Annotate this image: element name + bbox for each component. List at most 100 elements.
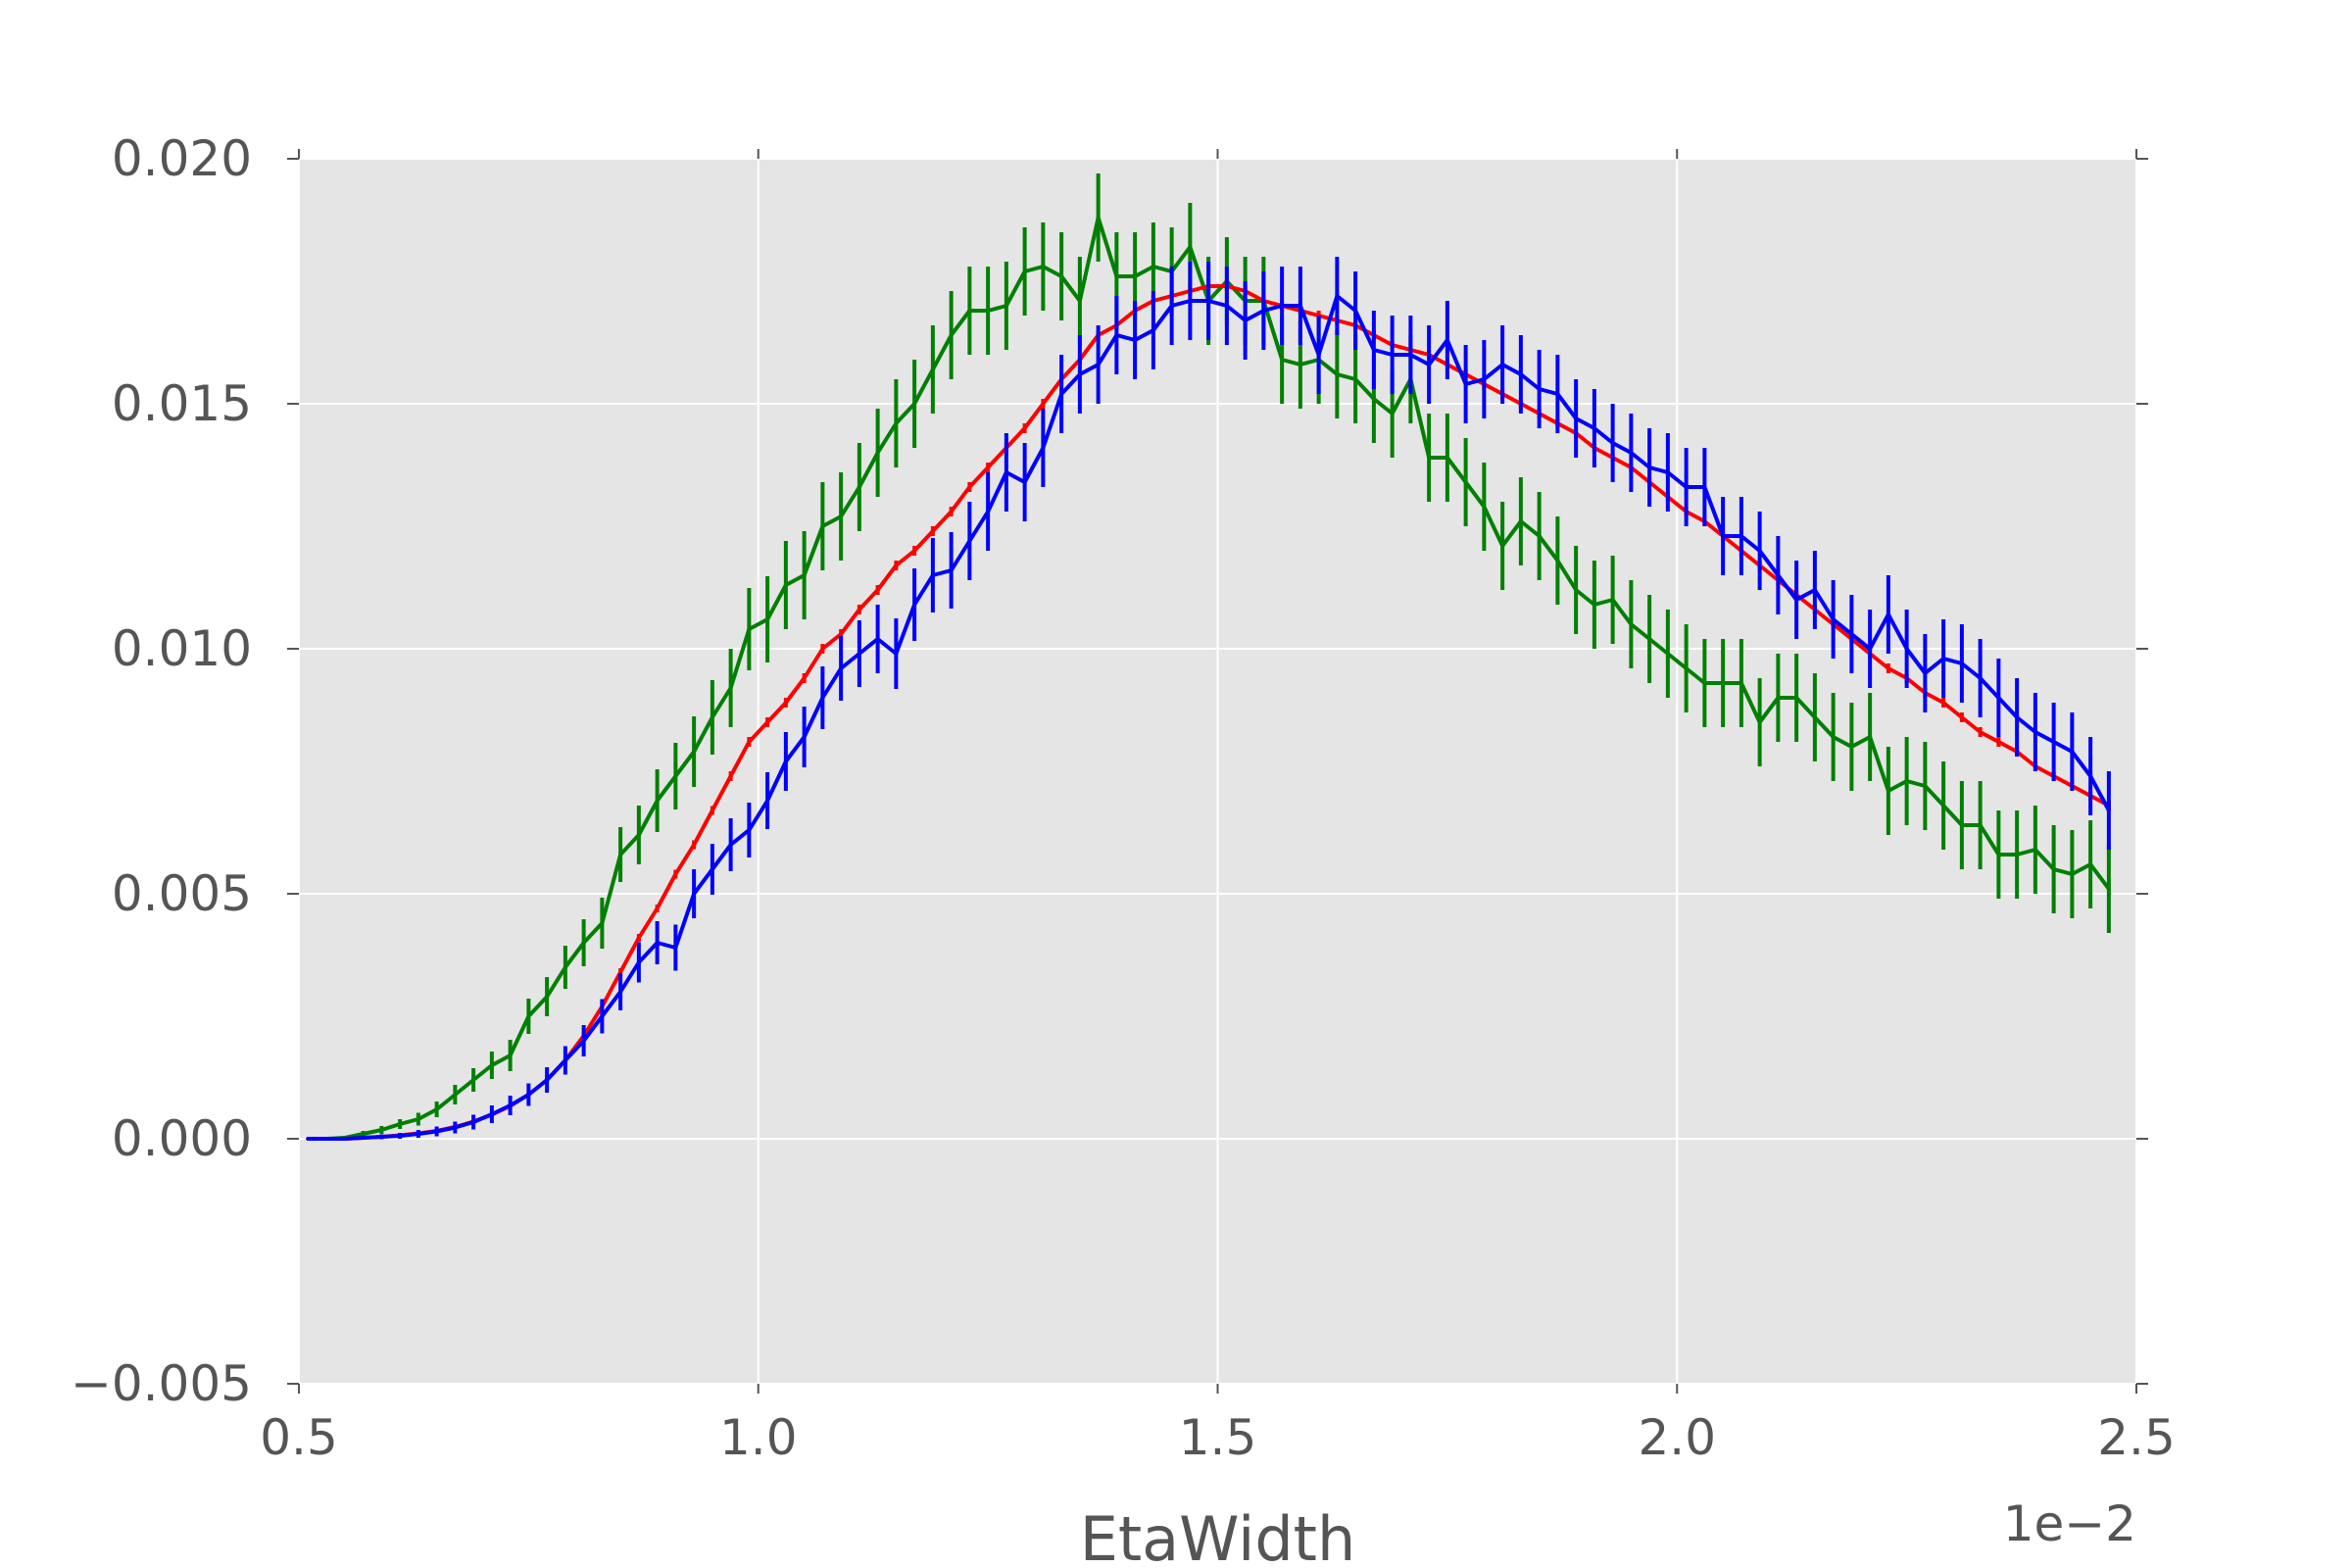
data-point [1243, 318, 1248, 322]
data-point [1463, 382, 1468, 386]
data-point [728, 843, 733, 847]
data-point [453, 1093, 458, 1097]
data-point [508, 1103, 513, 1107]
data-point [820, 696, 825, 700]
data-point [1518, 519, 1523, 523]
data-point [489, 1063, 494, 1067]
data-point [765, 799, 770, 803]
data-point [1721, 681, 1726, 685]
data-point [1665, 470, 1670, 474]
data-point [2088, 774, 2093, 778]
data-point [434, 1129, 439, 1134]
data-point [1133, 338, 1138, 342]
data-point [2106, 808, 2111, 812]
data-point [1978, 730, 1983, 734]
data-point [581, 941, 586, 945]
y-tick-label: 0.000 [112, 1110, 252, 1167]
data-point [1647, 466, 1652, 469]
data-point [1812, 715, 1817, 719]
data-point [600, 1014, 605, 1018]
data-point [912, 402, 917, 406]
data-point [1959, 823, 1964, 827]
data-point [2070, 750, 2075, 754]
data-point [1941, 657, 1946, 661]
data-point [1151, 265, 1155, 269]
data-point [416, 1117, 420, 1121]
data-point [618, 853, 623, 857]
data-point [783, 583, 788, 587]
x-tick-label: 2.5 [2097, 1409, 2176, 1466]
data-point [949, 333, 954, 337]
data-point [1206, 299, 1211, 303]
data-point [1684, 666, 1689, 670]
data-point [783, 701, 788, 705]
data-point [1004, 304, 1008, 308]
data-point [453, 1125, 458, 1130]
data-point [1059, 392, 1064, 396]
data-point [1500, 363, 1505, 367]
data-point [1959, 662, 1964, 665]
data-point [1592, 603, 1596, 607]
data-point [1996, 740, 2001, 744]
data-point [1555, 559, 1560, 563]
data-point [692, 892, 697, 896]
data-point [1041, 446, 1046, 450]
data-point [820, 647, 825, 651]
data-point [1114, 274, 1119, 278]
data-point [1886, 789, 1890, 793]
data-point [1004, 470, 1008, 474]
data-point [1335, 294, 1340, 298]
data-point [379, 1128, 384, 1132]
data-point [1702, 681, 1707, 685]
data-point [1261, 309, 1266, 313]
data-point [1371, 348, 1376, 352]
data-point [1702, 485, 1707, 489]
data-point [1721, 534, 1726, 538]
data-point [1757, 720, 1762, 724]
data-point [894, 421, 899, 425]
data-point [1077, 299, 1082, 303]
data-point [765, 720, 770, 724]
data-point [398, 1122, 403, 1126]
data-point [1886, 666, 1890, 670]
data-point [692, 750, 697, 754]
data-point [894, 564, 899, 567]
data-point [2070, 872, 2075, 876]
data-point [1427, 456, 1432, 460]
data-point [875, 588, 880, 592]
data-point [949, 568, 954, 572]
data-point [1959, 715, 1964, 719]
data-point [967, 309, 972, 313]
data-point [563, 965, 567, 969]
data-point [1371, 397, 1376, 401]
data-point [673, 872, 678, 876]
data-point [949, 510, 954, 514]
data-point [1224, 304, 1229, 308]
data-point [930, 529, 935, 533]
data-point [1629, 622, 1634, 626]
series-group [306, 257, 2111, 1141]
data-point [1151, 328, 1155, 332]
data-point [1408, 353, 1413, 357]
data-point [2088, 862, 2093, 866]
data-point [618, 990, 623, 994]
data-point [1923, 784, 1928, 788]
data-point [655, 941, 660, 945]
data-point [636, 833, 641, 837]
data-point [508, 1054, 513, 1057]
data-point [1390, 412, 1395, 416]
data-point [857, 652, 861, 656]
data-point [1831, 617, 1836, 621]
data-point [967, 539, 972, 543]
data-point [1776, 573, 1781, 577]
data-point [839, 666, 844, 670]
y-tick-label: 0.005 [112, 865, 252, 922]
data-point [2051, 740, 2056, 744]
data-point [1041, 265, 1046, 269]
y-tick-label: −0.005 [71, 1355, 252, 1412]
data-point [765, 617, 770, 621]
data-point [1574, 416, 1579, 420]
data-point [1978, 676, 1983, 680]
data-point [783, 760, 788, 763]
